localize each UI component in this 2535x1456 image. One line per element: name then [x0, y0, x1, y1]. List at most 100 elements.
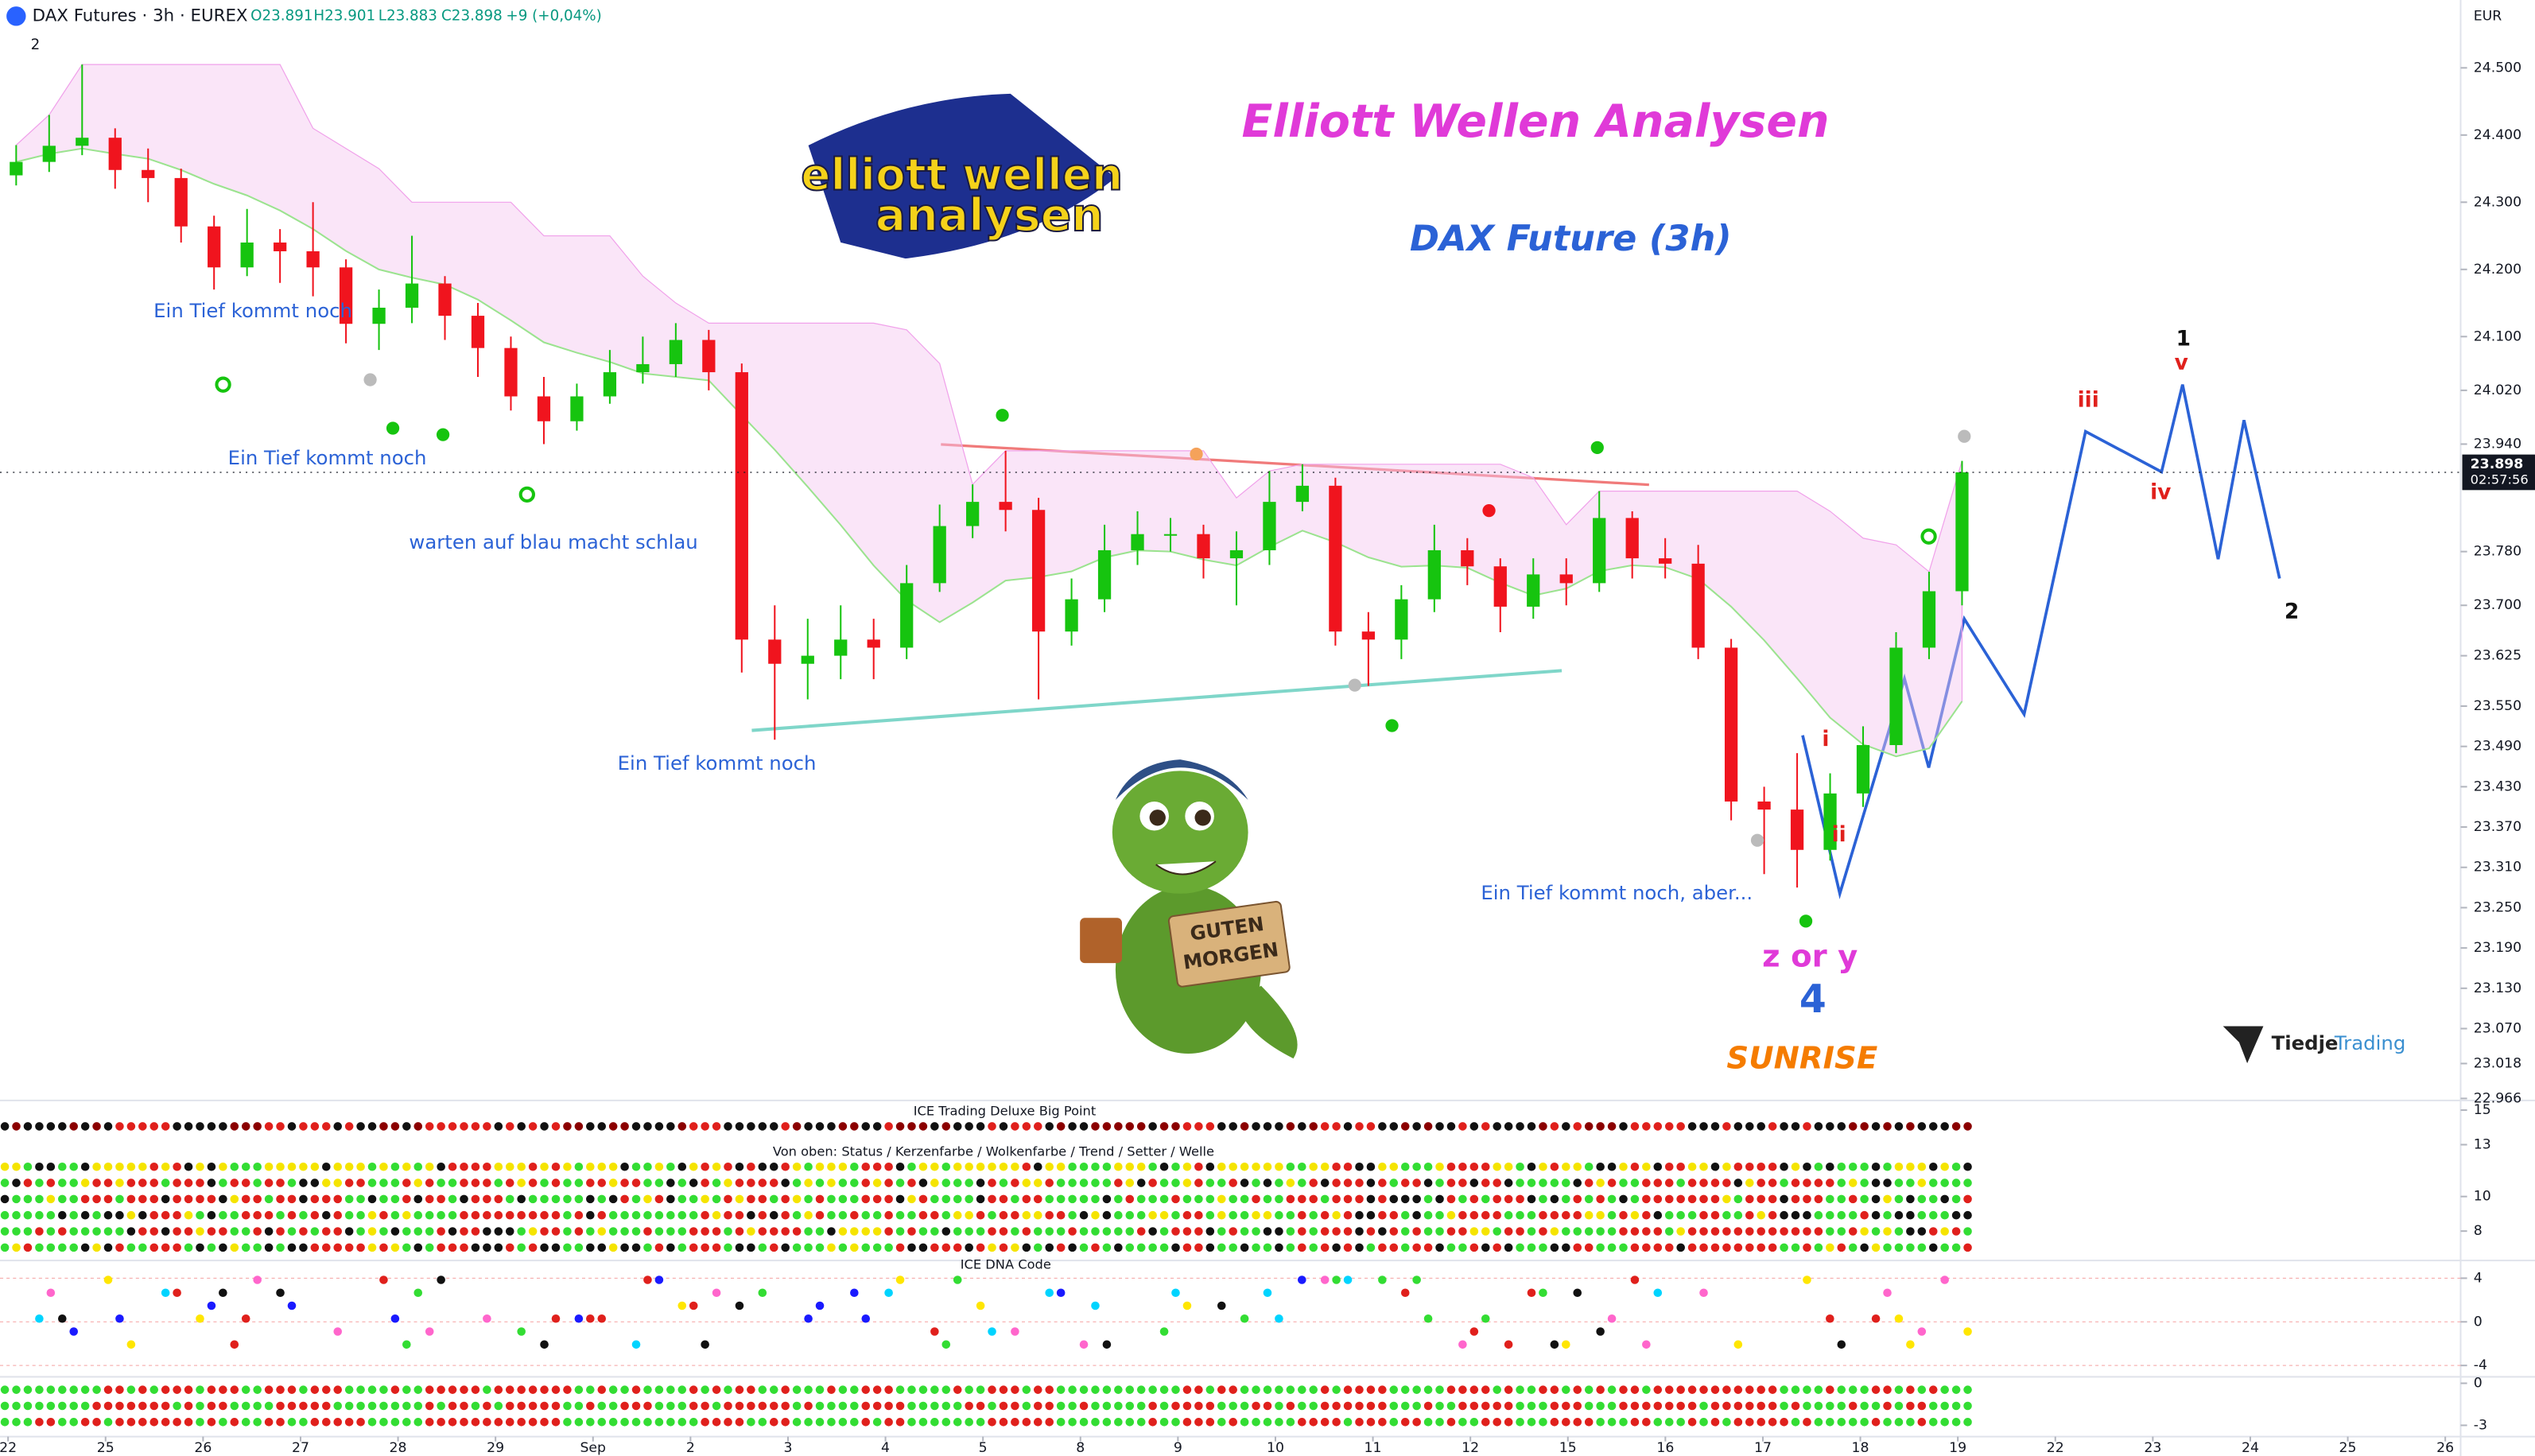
dot [1745, 1122, 1754, 1131]
dot [1114, 1178, 1123, 1187]
dot [1217, 1418, 1226, 1427]
dot [540, 1385, 549, 1394]
dot [1940, 1227, 1949, 1236]
dot [712, 1210, 721, 1220]
candle-body [339, 267, 353, 324]
dot [57, 1122, 67, 1131]
candle-body [1427, 549, 1441, 600]
dot [390, 1210, 400, 1220]
dot [287, 1243, 297, 1252]
dot [999, 1227, 1008, 1236]
y-tick-label: 23.130 [2474, 980, 2521, 996]
dot [425, 1418, 434, 1427]
dot [92, 1194, 101, 1204]
dot [333, 1243, 343, 1252]
dot [1722, 1243, 1731, 1252]
dot [941, 1385, 951, 1394]
dot [769, 1194, 778, 1204]
dot [631, 1385, 641, 1394]
dot [930, 1243, 939, 1252]
candle-body [1329, 485, 1342, 632]
dot [1860, 1418, 1869, 1427]
last-price-label: 23.898 [2471, 456, 2524, 472]
dot [528, 1243, 538, 1252]
dot [184, 1210, 193, 1220]
dot [1091, 1210, 1100, 1220]
dot [1102, 1243, 1112, 1252]
dot [230, 1340, 239, 1349]
dot [196, 1178, 204, 1187]
candle-body [1163, 534, 1178, 536]
dot [551, 1401, 561, 1411]
dot [230, 1401, 239, 1411]
dot [1458, 1122, 1467, 1131]
dot [1136, 1227, 1146, 1236]
dot [402, 1162, 411, 1171]
dot [1894, 1178, 1904, 1187]
dot [758, 1162, 767, 1171]
dot [1917, 1210, 1927, 1220]
dot [918, 1178, 928, 1187]
dot [1229, 1227, 1237, 1236]
dot [1951, 1178, 1961, 1187]
dot [1871, 1210, 1881, 1220]
dot [1883, 1385, 1892, 1394]
dot [356, 1210, 365, 1220]
dot [471, 1385, 480, 1394]
candle-body [1724, 647, 1738, 802]
dot [230, 1178, 239, 1187]
dot [219, 1418, 227, 1427]
dot [1539, 1401, 1547, 1411]
dot [1722, 1385, 1731, 1394]
dot [1435, 1210, 1444, 1220]
dot [850, 1210, 859, 1220]
dot [425, 1194, 434, 1204]
dot [988, 1243, 996, 1252]
dot [287, 1401, 297, 1411]
dot [46, 1418, 56, 1427]
dot [631, 1210, 641, 1220]
dot [1011, 1162, 1019, 1171]
dot [1400, 1401, 1410, 1411]
pane-tick-label: -3 [2474, 1417, 2487, 1433]
dot [999, 1178, 1008, 1187]
dot [1676, 1122, 1685, 1131]
dot [1298, 1401, 1306, 1411]
dot [1022, 1243, 1031, 1252]
dot [1229, 1385, 1237, 1394]
dot [1114, 1243, 1123, 1252]
dot [413, 1418, 423, 1427]
dot [1355, 1401, 1364, 1411]
dot [976, 1301, 985, 1310]
dot [1493, 1162, 1501, 1171]
dot [1653, 1401, 1663, 1411]
dot [895, 1243, 905, 1252]
candle-body [1659, 558, 1672, 564]
dot [528, 1418, 538, 1427]
dot [1136, 1210, 1146, 1220]
symbol[interactable]: DAX Futures · 3h · EUREX [33, 6, 248, 25]
dot [253, 1178, 262, 1187]
dot [1355, 1385, 1364, 1394]
dot [92, 1401, 101, 1411]
dot [769, 1122, 778, 1131]
dot [1091, 1385, 1100, 1394]
dot [1710, 1401, 1720, 1411]
dot [907, 1418, 916, 1427]
indicator-count[interactable]: 2 [31, 37, 41, 53]
dot [1045, 1210, 1054, 1220]
dot [1894, 1162, 1904, 1171]
dot [207, 1194, 216, 1204]
dot [1114, 1401, 1123, 1411]
dot [1056, 1122, 1066, 1131]
dot [1240, 1122, 1249, 1131]
dot [80, 1243, 90, 1252]
dot [1263, 1418, 1272, 1427]
dot [838, 1194, 848, 1204]
dot [287, 1122, 297, 1131]
dot [1837, 1243, 1846, 1252]
signal-marker [1958, 429, 1971, 443]
dot [551, 1314, 561, 1323]
dot [1527, 1194, 1536, 1204]
